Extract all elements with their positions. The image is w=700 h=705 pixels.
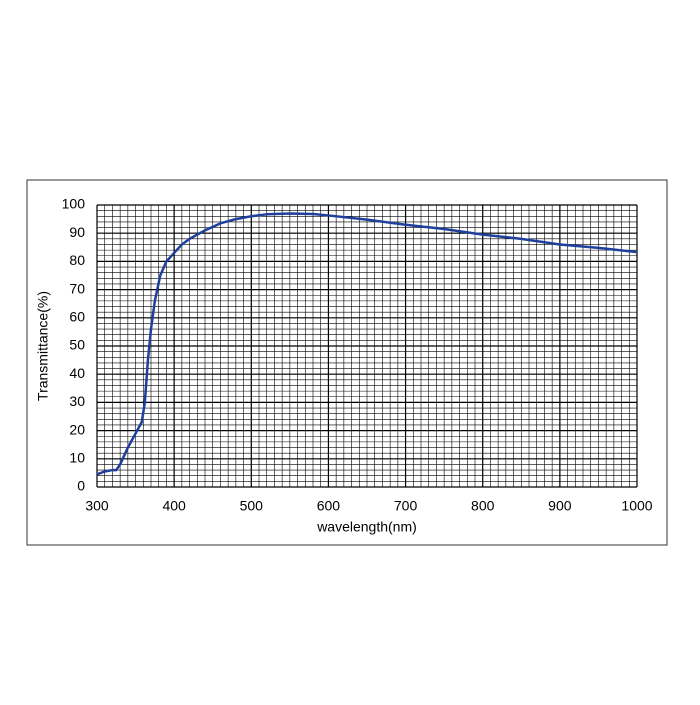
x-tick-label: 500	[240, 498, 264, 514]
y-tick-label: 0	[77, 478, 85, 494]
x-tick-label: 700	[394, 498, 418, 514]
y-tick-label: 30	[69, 393, 85, 409]
data-line	[96, 212, 638, 476]
y-tick-label: 90	[69, 224, 85, 240]
x-axis-label: wavelength(nm)	[316, 519, 417, 535]
chart-frame	[26, 179, 668, 546]
x-tick-label: 600	[317, 498, 341, 514]
x-tick-label: 900	[548, 498, 572, 514]
x-tick-label: 800	[471, 498, 495, 514]
y-tick-label: 70	[69, 280, 85, 296]
x-tick-label: 300	[85, 498, 109, 514]
y-tick-label: 100	[62, 196, 86, 212]
y-tick-label: 80	[69, 252, 85, 268]
x-tick-label: 400	[162, 498, 186, 514]
y-axis-label: Transmittance(%)	[35, 291, 51, 401]
y-tick-label: 60	[69, 309, 85, 325]
y-tick-label: 40	[69, 365, 85, 381]
y-tick-label: 50	[69, 337, 85, 353]
y-tick-label: 20	[69, 421, 85, 437]
y-tick-label: 10	[69, 450, 85, 466]
x-tick-label: 1000	[621, 498, 652, 514]
